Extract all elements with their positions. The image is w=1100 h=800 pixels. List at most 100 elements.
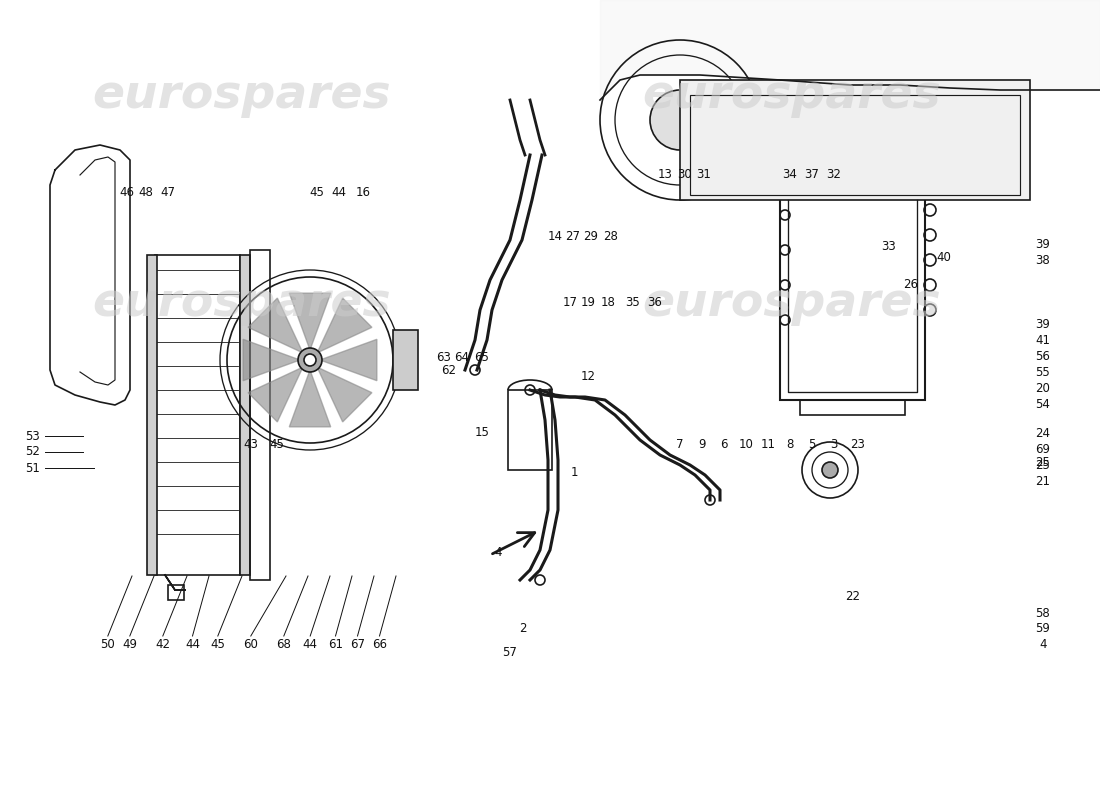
Text: 56: 56 — [1035, 350, 1050, 362]
Text: 22: 22 — [845, 590, 860, 602]
Text: 63: 63 — [436, 351, 451, 364]
Text: 15: 15 — [474, 426, 490, 438]
Text: 39: 39 — [1035, 318, 1050, 330]
Text: 31: 31 — [696, 168, 712, 181]
Text: 10: 10 — [738, 438, 754, 450]
Text: 49: 49 — [122, 638, 138, 650]
Text: 20: 20 — [1035, 382, 1050, 394]
Text: 16: 16 — [355, 186, 371, 198]
Text: 36: 36 — [647, 296, 662, 309]
Text: 5: 5 — [808, 438, 815, 450]
Bar — [240, 255, 250, 575]
Text: 44: 44 — [302, 638, 318, 650]
Text: 55: 55 — [1035, 366, 1050, 378]
Text: 25: 25 — [1035, 459, 1050, 472]
Text: 46: 46 — [119, 186, 134, 198]
Text: 45: 45 — [270, 438, 285, 450]
Text: 54: 54 — [1035, 398, 1050, 410]
Text: 12: 12 — [581, 370, 596, 382]
Text: 9: 9 — [698, 438, 705, 450]
Text: 11: 11 — [760, 438, 775, 450]
Text: 32: 32 — [826, 168, 842, 181]
Text: 69: 69 — [1035, 443, 1050, 456]
Text: eurospares: eurospares — [92, 74, 392, 118]
Text: 61: 61 — [328, 638, 343, 650]
Bar — [680, 80, 1030, 200]
Bar — [508, 390, 552, 470]
Text: 13: 13 — [658, 168, 673, 181]
Text: 58: 58 — [1035, 607, 1050, 620]
Text: 45: 45 — [309, 186, 324, 198]
Text: 44: 44 — [331, 186, 346, 198]
Text: 45: 45 — [210, 638, 225, 650]
Polygon shape — [249, 367, 302, 422]
Text: 41: 41 — [1035, 334, 1050, 346]
Text: 23: 23 — [850, 438, 866, 450]
Text: 50: 50 — [100, 638, 116, 650]
Text: 39: 39 — [1035, 238, 1050, 250]
Text: 37: 37 — [804, 168, 820, 181]
Text: 42: 42 — [155, 638, 170, 650]
Text: 25: 25 — [1035, 456, 1050, 469]
Text: 62: 62 — [441, 364, 456, 377]
Text: 14: 14 — [548, 230, 563, 242]
Polygon shape — [317, 298, 372, 353]
Text: 24: 24 — [1035, 427, 1050, 440]
Text: 59: 59 — [1035, 622, 1050, 635]
Text: 1: 1 — [571, 466, 578, 478]
Text: 68: 68 — [276, 638, 292, 650]
Text: 66: 66 — [372, 638, 387, 650]
Text: 30: 30 — [676, 168, 692, 181]
Text: 34: 34 — [782, 168, 797, 181]
Text: 3: 3 — [830, 438, 837, 450]
Bar — [168, 585, 184, 600]
Text: 8: 8 — [786, 438, 793, 450]
Text: eurospares: eurospares — [92, 282, 392, 326]
Bar — [690, 95, 1020, 195]
Bar — [250, 250, 270, 580]
Polygon shape — [243, 339, 300, 381]
Text: 65: 65 — [474, 351, 490, 364]
Text: 38: 38 — [1035, 254, 1050, 266]
Text: 52: 52 — [25, 446, 41, 458]
Text: eurospares: eurospares — [642, 74, 942, 118]
Polygon shape — [289, 293, 331, 350]
Text: 43: 43 — [243, 438, 258, 450]
Text: 18: 18 — [601, 296, 616, 309]
FancyArrowPatch shape — [493, 533, 535, 554]
Text: 4: 4 — [495, 546, 502, 558]
Text: 48: 48 — [139, 186, 154, 198]
Text: 19: 19 — [581, 296, 596, 309]
Text: 29: 29 — [583, 230, 598, 242]
Text: 2: 2 — [519, 622, 526, 634]
Bar — [800, 400, 905, 415]
Text: 17: 17 — [562, 296, 578, 309]
Bar — [780, 190, 925, 400]
Text: 53: 53 — [25, 430, 41, 442]
Circle shape — [304, 354, 316, 366]
Circle shape — [650, 90, 710, 150]
Text: 26: 26 — [903, 278, 918, 290]
Text: eurospares: eurospares — [642, 282, 942, 326]
Text: 4: 4 — [1040, 638, 1046, 650]
Polygon shape — [317, 367, 372, 422]
Polygon shape — [320, 339, 377, 381]
Text: 7: 7 — [676, 438, 683, 450]
Text: 21: 21 — [1035, 475, 1050, 488]
Text: 44: 44 — [185, 638, 200, 650]
Text: 57: 57 — [502, 646, 517, 658]
Text: 6: 6 — [720, 438, 727, 450]
Text: 64: 64 — [454, 351, 470, 364]
Polygon shape — [289, 370, 331, 427]
Text: 60: 60 — [243, 638, 258, 650]
Polygon shape — [249, 298, 302, 353]
Text: 27: 27 — [565, 230, 581, 242]
Text: 67: 67 — [350, 638, 365, 650]
Text: 35: 35 — [625, 296, 640, 309]
Bar — [155, 255, 240, 575]
Circle shape — [822, 462, 838, 478]
Text: 51: 51 — [25, 462, 41, 474]
Text: 33: 33 — [881, 240, 896, 253]
Text: 28: 28 — [603, 230, 618, 242]
Circle shape — [298, 348, 322, 372]
